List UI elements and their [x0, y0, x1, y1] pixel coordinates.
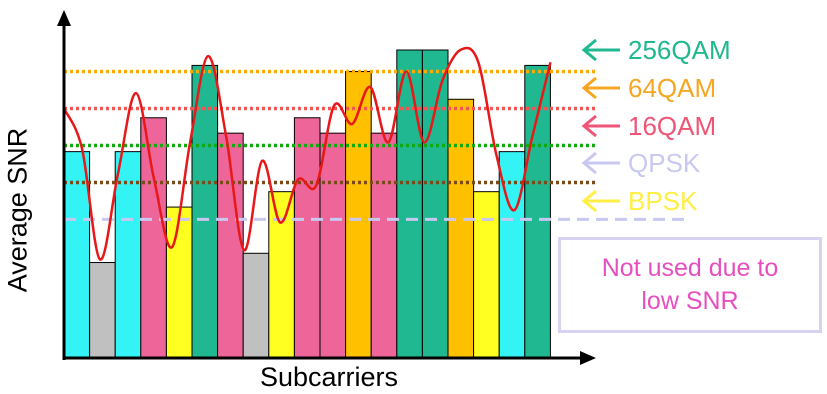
- bar: [114, 151, 142, 359]
- snr-curve: [62, 46, 552, 261]
- y-axis-arrow: [57, 10, 71, 26]
- legend-label: BPSK: [628, 185, 698, 216]
- x-axis-label: Subcarriers: [260, 362, 399, 392]
- bar: [268, 191, 295, 359]
- bar: [89, 262, 116, 359]
- bar: [345, 71, 372, 359]
- left-arrow-icon: [581, 151, 620, 175]
- bar: [370, 132, 398, 359]
- y-axis-label-text: Average SNR: [2, 127, 33, 293]
- left-arrow-icon: [581, 189, 620, 213]
- bar: [396, 49, 423, 359]
- bar: [473, 191, 500, 359]
- bar: [421, 49, 449, 359]
- legend-label: QPSK: [628, 147, 701, 178]
- legend-label: 256QAM: [628, 34, 731, 65]
- legend-item-bpsk: BPSK: [580, 183, 697, 219]
- bar: [447, 98, 475, 359]
- note-box: Not used due to low SNR: [558, 237, 822, 333]
- legend-item-256qam: 256QAM: [580, 32, 731, 68]
- legend-label: 64QAM: [628, 72, 717, 103]
- bar: [293, 117, 321, 359]
- left-arrow-icon: [581, 114, 620, 138]
- bar: [242, 252, 270, 359]
- left-arrow-icon: [581, 38, 620, 62]
- axes: [57, 10, 596, 365]
- bar: [191, 64, 219, 359]
- legend-item-qpsk: QPSK: [580, 145, 700, 181]
- legend-item-16qam: 16QAM: [580, 108, 716, 144]
- threshold-lines: [64, 69, 690, 221]
- bar: [165, 206, 193, 359]
- x-axis-arrow: [580, 351, 596, 365]
- note-text: Not used due to low SNR: [601, 254, 779, 315]
- bars-group: [63, 49, 551, 359]
- bar: [319, 132, 347, 359]
- bar: [63, 151, 91, 359]
- legend-label: 16QAM: [628, 110, 717, 141]
- bar: [140, 117, 167, 359]
- snr-curve-group: [62, 46, 552, 261]
- left-arrow-icon: [581, 76, 620, 100]
- legend-item-64qam: 64QAM: [580, 70, 716, 106]
